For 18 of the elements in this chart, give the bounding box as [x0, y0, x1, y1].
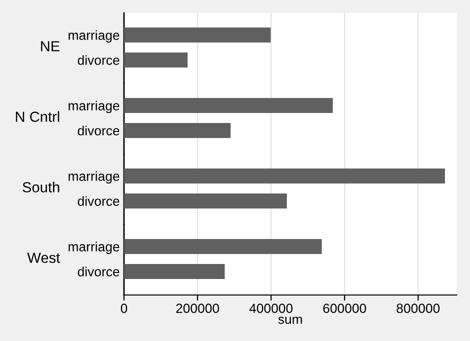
- x-axis-title: sum: [278, 316, 302, 324]
- x-tick-label: 800000: [396, 304, 440, 314]
- y-tick-label: divorce: [78, 55, 120, 65]
- y-tick-label: marriage: [68, 171, 120, 184]
- x-tick-label: 400000: [249, 304, 293, 314]
- y-tick-label: marriage: [68, 30, 120, 43]
- text: West: [27, 252, 60, 263]
- text: South: [22, 182, 60, 192]
- text: NE: [41, 41, 60, 52]
- y-tick-label: divorce: [78, 266, 120, 276]
- y-tick-label: divorce: [78, 196, 120, 206]
- x-tick-label: 600000: [323, 304, 366, 314]
- y-tick-label: divorce: [78, 126, 120, 136]
- y-tick-label: marriage: [68, 242, 120, 254]
- x-tick-label: 0: [120, 304, 128, 314]
- y-tick-label: marriage: [68, 100, 120, 114]
- text: N Cntrl: [16, 111, 60, 122]
- x-tick-label: 200000: [176, 304, 220, 314]
